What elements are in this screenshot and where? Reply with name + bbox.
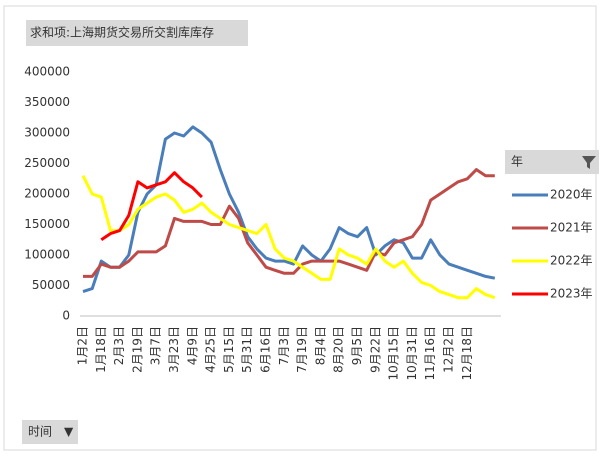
x-tick-label: 2月19日 (130, 326, 144, 373)
y-tick-label: 200000 (24, 187, 70, 201)
y-tick-label: 350000 (24, 95, 70, 109)
legend-label: 2023年 (550, 287, 593, 301)
x-tick-label: 8月4日 (313, 326, 327, 365)
y-tick-label: 50000 (32, 278, 70, 292)
series-line (83, 168, 495, 278)
x-tick-label: 9月5日 (350, 326, 364, 365)
y-tick-label: 250000 (24, 156, 70, 170)
series-line (82, 125, 496, 294)
y-tick-label: 150000 (24, 217, 70, 231)
axis-field-button[interactable] (22, 420, 78, 444)
x-tick-label: 3月7日 (149, 326, 163, 365)
x-tick-label: 3月23日 (167, 326, 181, 373)
x-tick-label: 1月2日 (76, 326, 90, 365)
x-tick-label: 4月9日 (185, 326, 199, 365)
series-line (100, 171, 203, 242)
dropdown-icon: ▼ (64, 425, 74, 439)
x-tick-label: 10月31日 (405, 326, 419, 381)
y-tick-label: 400000 (24, 65, 70, 79)
y-tick-label: 0 (62, 309, 70, 323)
y-tick-label: 300000 (24, 126, 70, 140)
x-tick-label: 12月18日 (460, 326, 474, 381)
x-tick-label: 5月15日 (222, 326, 236, 373)
chart-title: 求和项:上海期货交易所交割库库存 (30, 25, 214, 40)
x-tick-label: 9月22日 (368, 326, 382, 373)
legend-label: 2022年 (550, 254, 593, 268)
legend-field-button[interactable] (505, 150, 599, 174)
x-tick-label: 7月19日 (295, 326, 309, 373)
legend-label: 2020年 (550, 188, 593, 202)
x-tick-label: 8月20日 (332, 326, 346, 373)
legend-title: 年 (511, 155, 523, 169)
x-tick-label: 12月2日 (442, 326, 456, 373)
x-tick-label: 1月18日 (94, 326, 108, 373)
axis-field-label: 时间 (28, 425, 52, 439)
x-tick-label: 5月31日 (240, 326, 254, 373)
value-field-button[interactable] (26, 20, 248, 46)
x-tick-label: 4月25日 (204, 326, 218, 373)
x-tick-label: 6月16日 (259, 326, 273, 373)
x-tick-label: 7月3日 (277, 326, 291, 365)
chart-border (3, 5, 597, 451)
x-tick-label: 11月16日 (423, 326, 437, 381)
x-tick-label: 10月15日 (387, 326, 401, 381)
legend-label: 2021年 (550, 221, 593, 235)
series-line (81, 175, 496, 300)
x-tick-label: 2月3日 (112, 326, 126, 365)
filter-icon (582, 156, 596, 169)
y-tick-label: 100000 (24, 248, 70, 262)
